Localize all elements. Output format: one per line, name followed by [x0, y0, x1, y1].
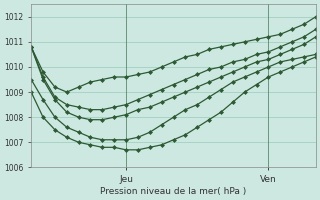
X-axis label: Pression niveau de la mer( hPa ): Pression niveau de la mer( hPa ) — [100, 187, 247, 196]
